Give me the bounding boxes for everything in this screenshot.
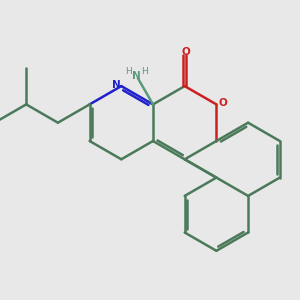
Text: O: O [218, 98, 227, 108]
Text: N: N [132, 71, 141, 81]
Text: O: O [182, 47, 190, 57]
Text: N: N [112, 80, 120, 90]
Text: H: H [141, 67, 148, 76]
Text: H: H [126, 67, 132, 76]
